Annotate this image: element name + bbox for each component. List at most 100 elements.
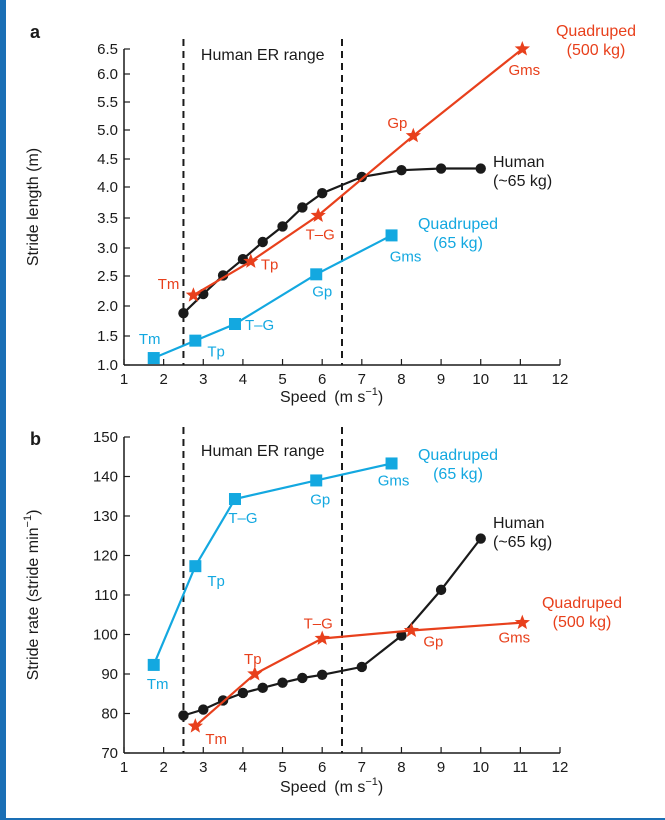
point-label-quad500: Gp <box>423 634 443 651</box>
data-point-human <box>198 704 209 715</box>
point-label-quad65: T–G <box>245 317 274 334</box>
y-tick-label: 5.0 <box>97 122 118 139</box>
legend-line: Quadruped <box>418 447 498 464</box>
point-label-quad65: Tp <box>207 573 225 590</box>
x-tick-label: 4 <box>239 759 247 776</box>
data-point-human <box>178 710 189 721</box>
data-point-quad65 <box>385 457 398 470</box>
series-quad500: Tm Tp T–G Gp Gms Quadruped (500 kg) <box>158 23 636 302</box>
panel-a-x-axis-label: Speed <box>280 389 326 406</box>
data-point-human <box>257 682 268 694</box>
panel-b-y-axis-unit-exp: −1 <box>22 515 34 528</box>
series-human: Human (~65 kg) <box>178 515 552 721</box>
x-tick-label: 10 <box>472 759 489 776</box>
data-point-human <box>178 308 189 319</box>
series-quad500: Tm Tp T–G Gp Gms Quadruped (500 kg) <box>187 595 622 748</box>
x-tick-label: 8 <box>397 759 405 776</box>
point-label-quad500: Gms <box>509 62 541 79</box>
panel-b-x-axis-unit: (m s <box>334 779 365 796</box>
data-point-quad65 <box>147 658 160 671</box>
y-tick-label: 2.0 <box>97 298 118 315</box>
y-tick-label: 130 <box>93 508 118 525</box>
panel-b: b Human ER range 1 2 3 4 5 6 7 8 9 10 11 1270809010… <box>22 427 622 796</box>
x-tick-label: 4 <box>239 371 247 388</box>
x-tick-label: 11 <box>513 759 529 776</box>
panel-a-er-label: Human ER range <box>201 47 325 64</box>
data-point-quad65 <box>385 229 398 242</box>
data-point-human <box>277 221 288 232</box>
x-tick-label: 9 <box>437 759 445 776</box>
y-tick-label: 4.0 <box>97 179 118 196</box>
x-tick-label: 1 <box>120 371 128 388</box>
panel-a-y-axis-title: Stride length (m) <box>25 148 42 266</box>
panel-b-series: Human (~65 kg) Tm Tp T–G Gp Gms Quadruped (500 k… <box>147 447 622 748</box>
point-label-quad500: Gms <box>499 630 531 647</box>
panel-a-x-axis-unit: (m s <box>334 389 365 406</box>
x-tick-label: 12 <box>552 759 569 776</box>
panel-b-y-axis-title: Stride rate (stride min−1) <box>22 510 42 681</box>
data-point-human <box>277 677 288 688</box>
y-tick-label: 120 <box>93 548 118 565</box>
data-point-quad500 <box>403 622 419 637</box>
point-label-quad500: Tp <box>244 651 262 668</box>
data-point-quad500 <box>247 666 263 681</box>
point-label-quad500: T–G <box>304 615 333 632</box>
panel-a-axes: 1 2 3 4 5 6 7 8 9 10 11 121.01.52.02.53.03.54.04.55… <box>97 41 568 388</box>
data-point-human <box>396 165 407 176</box>
legend-label-quad65: Quadruped (65 kg) <box>418 216 498 252</box>
data-point-quad65 <box>228 318 241 330</box>
panel-b-er-band: Human ER range <box>182 427 343 753</box>
x-tick-label: 5 <box>278 759 286 776</box>
data-point-human <box>396 630 407 641</box>
data-point-quad500 <box>514 614 530 630</box>
x-tick-label: 12 <box>552 371 569 388</box>
data-point-human <box>435 163 447 174</box>
panel-b-y-axis-unit-close: ) <box>25 510 42 515</box>
x-tick-label: 11 <box>513 371 529 388</box>
panel-a-series: Human (~65 kg) Tm Tp T–G Gp Gms Quadruped (500 k… <box>139 23 636 365</box>
legend-line: Human <box>493 515 545 532</box>
data-point-human <box>237 254 249 265</box>
legend-label-quad500: Quadruped (500 kg) <box>542 595 622 631</box>
data-point-human <box>475 163 486 174</box>
y-tick-label: 90 <box>101 666 118 683</box>
data-point-quad500 <box>187 718 203 733</box>
x-tick-label: 2 <box>159 759 167 776</box>
x-tick-label: 3 <box>199 759 207 776</box>
panel-a-x-axis-unit-exp: −1 <box>365 386 378 398</box>
legend-label-human: Human (~65 kg) <box>493 154 552 190</box>
series-human: Human (~65 kg) <box>178 154 552 319</box>
x-tick-label: 7 <box>358 371 366 388</box>
panel-a-letter: a <box>30 22 41 42</box>
x-tick-label: 5 <box>278 371 286 388</box>
point-label-quad65: Gms <box>378 472 410 489</box>
panel-b-x-axis-unit-close: ) <box>378 779 383 796</box>
data-point-quad65 <box>147 352 160 365</box>
legend-line: (65 kg) <box>433 235 483 252</box>
y-tick-label: 4.5 <box>97 151 118 168</box>
data-point-human <box>257 236 268 248</box>
data-point-quad65 <box>310 474 323 487</box>
point-label-quad65: Gp <box>310 491 330 508</box>
y-tick-label: 150 <box>93 429 118 446</box>
x-tick-label: 6 <box>318 371 326 388</box>
data-point-human <box>356 661 368 673</box>
panel-b-x-axis-label: Speed <box>280 779 326 796</box>
data-point-quad500 <box>514 41 530 56</box>
y-tick-label: 140 <box>93 469 118 486</box>
legend-label-quad500: Quadruped (500 kg) <box>556 23 636 59</box>
data-point-quad65 <box>189 560 202 573</box>
y-tick-label: 3.0 <box>97 240 118 257</box>
data-point-human <box>356 171 368 183</box>
series-line-quad500 <box>194 621 523 727</box>
data-point-quad65 <box>228 493 241 506</box>
legend-line: (~65 kg) <box>493 534 552 551</box>
panel-b-x-axis-title: Speed (m s−1) <box>280 776 383 796</box>
x-tick-label: 1 <box>120 759 128 776</box>
data-point-human <box>316 188 328 199</box>
point-label-quad500: T–G <box>306 227 335 244</box>
panel-b-x-axis-unit-exp: −1 <box>365 776 378 788</box>
data-point-quad500 <box>405 127 421 143</box>
data-point-human <box>475 533 486 544</box>
